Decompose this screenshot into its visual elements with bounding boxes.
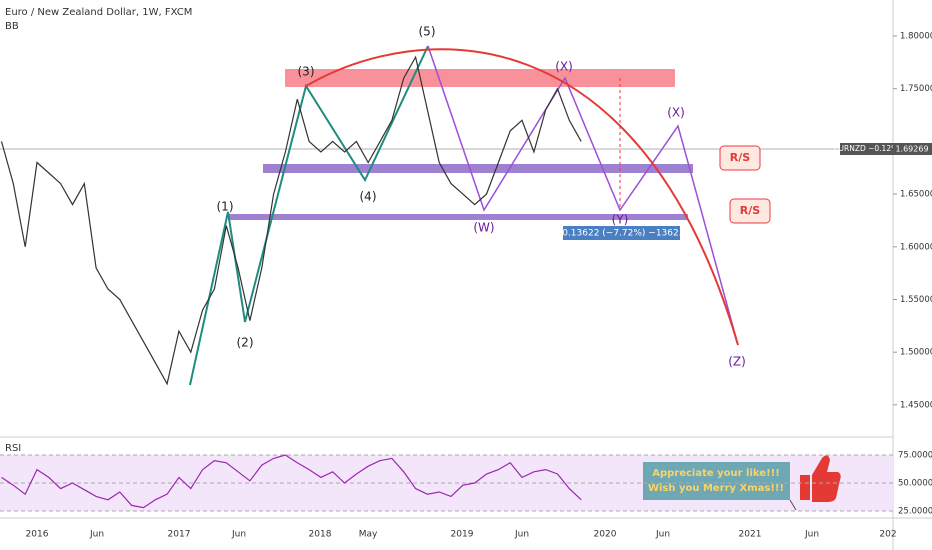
- rsi-tick-label: 25.0000: [898, 507, 932, 517]
- wave-label: (4): [360, 190, 377, 204]
- time-label: May: [359, 530, 378, 540]
- note-line: Wish you Merry Xmas!!!: [648, 483, 784, 494]
- rs-box: [719, 145, 761, 171]
- time-label: Jun: [89, 530, 104, 540]
- note-box: [643, 462, 790, 500]
- price-tick-label: 1.60000: [900, 242, 932, 252]
- price-tick-label: 1.45000: [900, 400, 932, 410]
- price-tick-label: 1.55000: [900, 295, 932, 305]
- wave-label: (Y): [612, 213, 629, 227]
- price-tick-label: 1.65000: [900, 190, 932, 200]
- symbol-tag-text: EURNZD −0.12%: [834, 144, 898, 153]
- support-zone: [263, 164, 693, 173]
- pointer: [789, 499, 797, 511]
- price-tick-label: 1.80000: [900, 32, 932, 42]
- time-label: 2018: [309, 530, 332, 540]
- rs-box: [729, 198, 771, 224]
- wave-label: (X): [667, 106, 685, 120]
- rsi-line: [1, 454, 582, 509]
- time-label: Jun: [231, 530, 246, 540]
- arc: [305, 48, 739, 346]
- wave-label: (X): [555, 60, 573, 74]
- wave-label: (3): [298, 65, 315, 79]
- price-line: [0, 55, 582, 386]
- rsi-tick-label: 50.0000: [898, 479, 932, 489]
- price-tag-text: 1.69269: [895, 145, 928, 154]
- wave-label: (W): [473, 221, 494, 235]
- price-tag: [893, 143, 932, 155]
- title: Euro / New Zealand Dollar, 1W, FXCM: [5, 7, 192, 18]
- wave-label: (1): [217, 200, 234, 214]
- rsi-tick-label: 75.0000: [898, 451, 932, 461]
- rs-label: R/S: [740, 204, 760, 217]
- wave-label: (Z): [728, 355, 746, 369]
- rs-label: R/S: [730, 151, 750, 164]
- note-line: Appreciate your like!!!: [652, 468, 780, 479]
- time-label: 2020: [594, 530, 617, 540]
- measure-box: [563, 226, 680, 240]
- wave-label: (2): [237, 336, 254, 350]
- resistance-zone: [285, 69, 675, 87]
- time-label: 2021: [739, 530, 762, 540]
- wave-label: (5): [419, 25, 436, 39]
- time-label: Jun: [514, 530, 529, 540]
- time-label: 202: [879, 530, 896, 540]
- support-zone: [228, 214, 688, 220]
- time-label: Jun: [804, 530, 819, 540]
- rsi-label: RSI: [5, 443, 21, 454]
- time-label: 2019: [451, 530, 474, 540]
- measure-label: −0.13622 (−7.72%) −1362.2: [555, 229, 688, 239]
- thumbs-up-icon: [800, 455, 841, 502]
- corrective-wave: [427, 45, 739, 346]
- symbol-tag: [840, 143, 893, 155]
- time-label: 2016: [26, 530, 49, 540]
- indicator-label: BB: [5, 21, 19, 32]
- price-tick-label: 1.75000: [900, 84, 932, 94]
- time-label: 2017: [168, 530, 191, 540]
- time-label: Jun: [655, 530, 670, 540]
- price-tick-label: 1.50000: [900, 348, 932, 358]
- impulse-wave: [189, 45, 429, 386]
